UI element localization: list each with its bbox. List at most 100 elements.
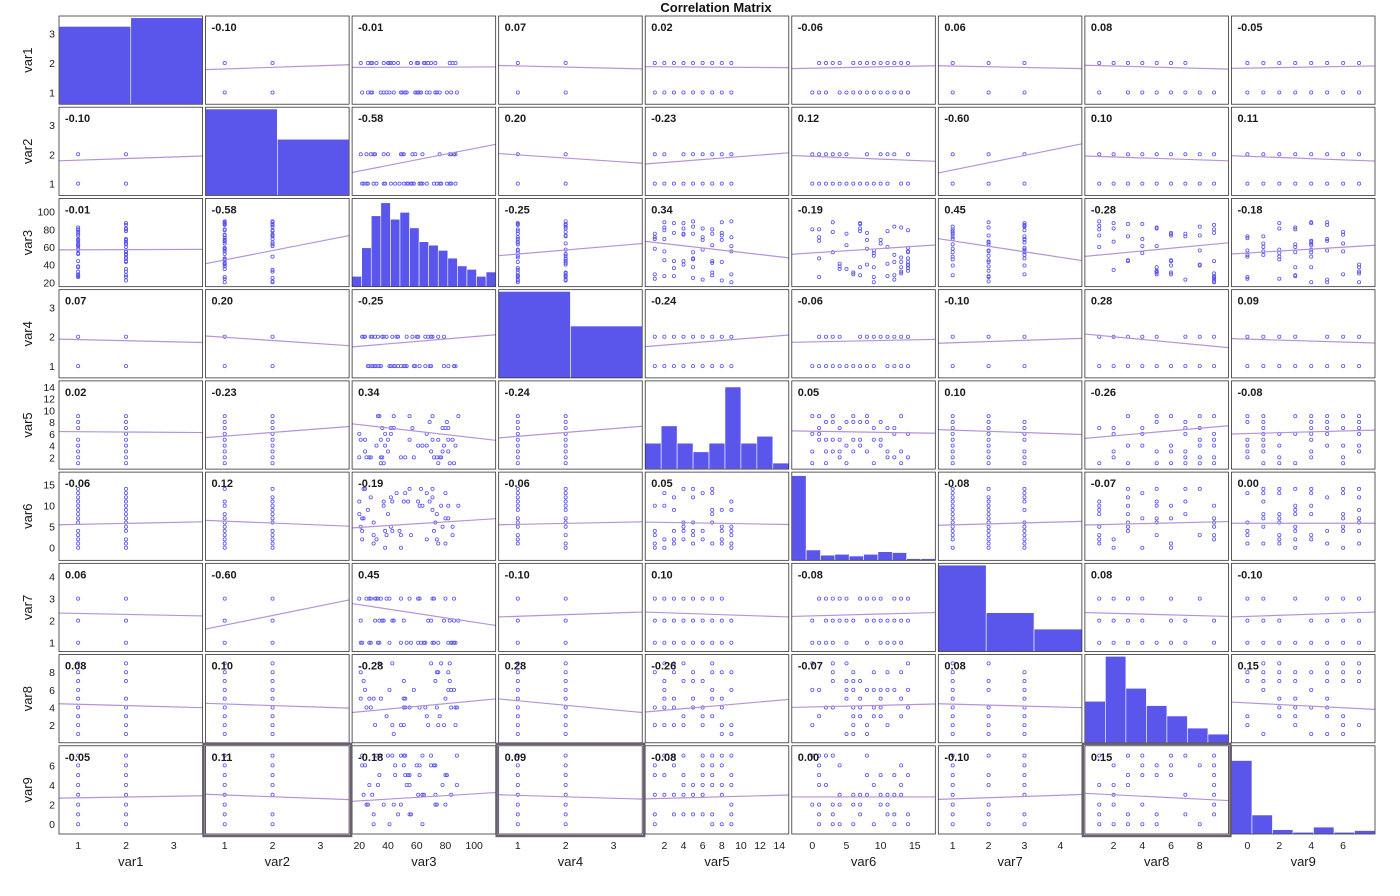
scatter-point xyxy=(682,793,685,796)
y-tick-label: 8 xyxy=(49,417,55,429)
scatter-point xyxy=(1023,500,1026,503)
scatter-point xyxy=(1098,228,1101,231)
y-tick-label: 3 xyxy=(49,29,55,41)
scatter-point xyxy=(720,641,723,644)
scatter-point xyxy=(516,688,519,691)
scatter-point xyxy=(1294,365,1297,368)
scatter-point xyxy=(516,697,519,700)
scatter-point xyxy=(1212,517,1215,520)
histogram-bar xyxy=(486,272,496,287)
scatter-point xyxy=(987,679,990,682)
scatter-point xyxy=(859,335,862,338)
scatter-point xyxy=(1278,619,1281,622)
scatter-point xyxy=(1112,182,1115,185)
scatter-point xyxy=(1246,456,1249,459)
scatter-point xyxy=(701,365,704,368)
scatter-point xyxy=(1310,619,1313,622)
scatter-point xyxy=(421,153,424,156)
correlation-label: 0.07 xyxy=(65,296,86,308)
scatter-point xyxy=(124,542,127,545)
scatter-point xyxy=(831,335,834,338)
fit-line xyxy=(352,519,496,528)
scatter-point xyxy=(384,444,387,447)
scatter-point xyxy=(701,529,704,532)
scatter-point xyxy=(845,679,848,682)
scatter-point xyxy=(437,542,440,545)
scatter-point xyxy=(951,732,954,735)
y-tick-label: 5 xyxy=(49,522,55,534)
scatter-point xyxy=(672,764,675,767)
scatter-point xyxy=(951,500,954,503)
scatter-point xyxy=(1198,234,1201,237)
scatter-point xyxy=(399,597,402,600)
scatter-point xyxy=(454,182,457,185)
scatter-point xyxy=(1357,420,1360,423)
scatter-point xyxy=(987,280,990,283)
scatter-point xyxy=(1023,420,1026,423)
scatter-point xyxy=(271,662,274,665)
scatter-point xyxy=(906,619,909,622)
scatter-point xyxy=(223,534,226,537)
scatter-point xyxy=(682,61,685,64)
scatter-point xyxy=(672,365,675,368)
scatter-point xyxy=(1357,679,1360,682)
scatter-point xyxy=(653,813,656,816)
scatter-point xyxy=(402,679,405,682)
scatter-point xyxy=(223,504,226,507)
scatter-point xyxy=(1310,281,1313,284)
scatter-point xyxy=(653,724,656,727)
y-tick-label: 3 xyxy=(49,594,55,606)
scatter-point xyxy=(951,61,954,64)
scatter-point xyxy=(564,697,567,700)
scatter-point xyxy=(879,91,882,94)
scatter-point xyxy=(1126,182,1129,185)
scatter-point xyxy=(1198,153,1201,156)
scatter-point xyxy=(1310,732,1313,735)
scatter-point xyxy=(987,513,990,516)
matrix-cell-var1-var9: -0.05 xyxy=(1231,16,1375,104)
scatter-point xyxy=(564,764,567,767)
x-axis-label: var9 xyxy=(1291,854,1316,869)
scatter-point xyxy=(1341,415,1344,418)
scatter-point xyxy=(1155,823,1158,826)
scatter-point xyxy=(872,597,875,600)
scatter-point xyxy=(1098,245,1101,248)
scatter-point xyxy=(1357,426,1360,429)
scatter-point xyxy=(564,688,567,691)
scatter-point xyxy=(516,91,519,94)
scatter-point xyxy=(1126,597,1129,600)
scatter-point xyxy=(1262,91,1265,94)
scatter-point xyxy=(564,597,567,600)
fit-line xyxy=(792,245,936,254)
x-tick-label: 6 xyxy=(1340,840,1346,852)
scatter-point xyxy=(444,597,447,600)
scatter-point xyxy=(1326,715,1329,718)
histogram-bar xyxy=(477,276,487,286)
scatter-point xyxy=(859,813,862,816)
scatter-point xyxy=(987,444,990,447)
correlation-label: 0.45 xyxy=(358,569,379,581)
scatter-point xyxy=(701,724,704,727)
scatter-point xyxy=(431,487,434,490)
scatter-point xyxy=(388,641,391,644)
scatter-point xyxy=(516,182,519,185)
scatter-point xyxy=(859,274,862,277)
scatter-point xyxy=(987,365,990,368)
fit-line xyxy=(1085,156,1229,161)
scatter-point xyxy=(396,813,399,816)
scatter-point xyxy=(77,415,80,418)
scatter-point xyxy=(1246,91,1249,94)
scatter-point xyxy=(1141,252,1144,255)
y-tick-label: 3 xyxy=(49,120,55,132)
scatter-point xyxy=(691,542,694,545)
scatter-point xyxy=(1310,153,1313,156)
scatter-point xyxy=(711,671,714,674)
scatter-point xyxy=(1023,546,1026,549)
scatter-point xyxy=(653,61,656,64)
scatter-point xyxy=(872,823,875,826)
y-axis-label: var4 xyxy=(20,321,35,346)
scatter-point xyxy=(672,813,675,816)
scatter-point xyxy=(223,715,226,718)
scatter-point xyxy=(1212,182,1215,185)
scatter-point xyxy=(1098,508,1101,511)
